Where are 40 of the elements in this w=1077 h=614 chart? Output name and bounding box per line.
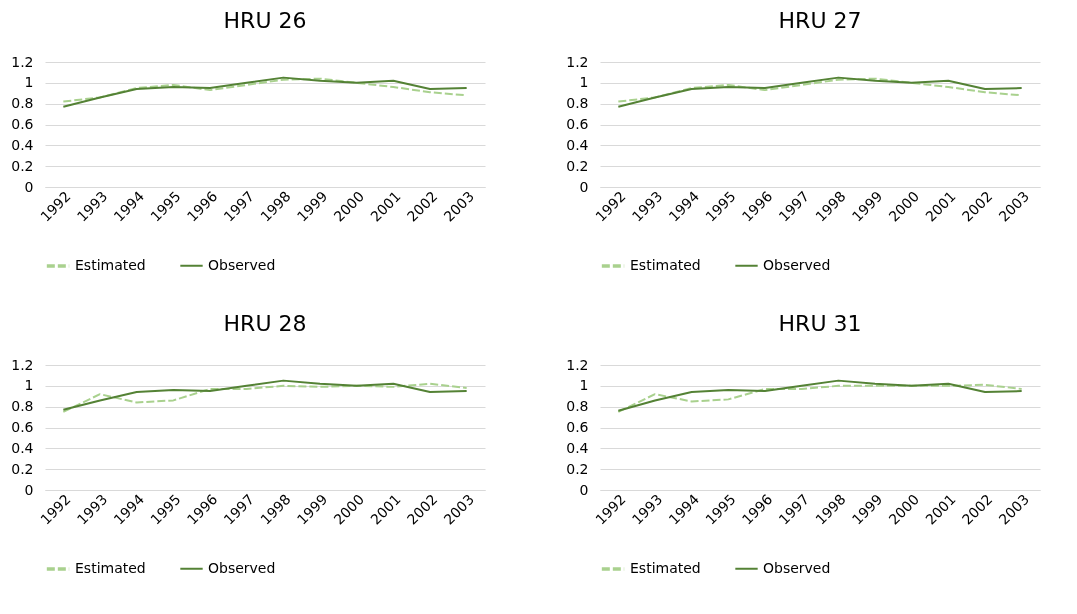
y-tick-label: 1.2 xyxy=(11,356,34,373)
y-tick-label: 0.2 xyxy=(11,157,34,174)
y-tick-label: 0 xyxy=(579,481,589,498)
y-tick-label: 0.6 xyxy=(11,116,34,132)
y-tick-label: 0.2 xyxy=(11,460,34,477)
y-tick-label: 1.2 xyxy=(11,53,34,70)
legend-label: Estimated xyxy=(630,560,701,576)
chart-title: HRU 27 xyxy=(778,8,862,33)
y-tick-label: 1.2 xyxy=(566,53,589,70)
y-tick-label: 0 xyxy=(24,481,34,498)
legend-label: Estimated xyxy=(630,257,701,273)
y-tick-label: 0.6 xyxy=(11,419,34,435)
y-tick-label: 0.2 xyxy=(566,460,589,477)
legend-label: Observed xyxy=(763,256,831,273)
y-tick-label: 0.2 xyxy=(566,157,589,174)
y-tick-label: 1 xyxy=(24,74,34,91)
chart-title: HRU 26 xyxy=(223,8,307,33)
legend-label: Estimated xyxy=(75,257,146,273)
y-tick-label: 0.8 xyxy=(11,95,34,112)
y-tick-label: 1.2 xyxy=(566,356,589,373)
y-tick-label: 0.4 xyxy=(11,439,34,456)
y-tick-label: 0.8 xyxy=(566,398,589,415)
chart-title: HRU 28 xyxy=(223,311,307,336)
y-tick-label: 0.4 xyxy=(566,136,589,153)
y-tick-label: 1 xyxy=(24,377,34,394)
y-tick-label: 0 xyxy=(579,178,589,195)
legend-label: Observed xyxy=(208,256,276,273)
y-tick-label: 0.6 xyxy=(566,419,589,435)
y-tick-label: 0.4 xyxy=(11,136,34,153)
y-tick-label: 0.8 xyxy=(566,95,589,112)
legend-label: Observed xyxy=(763,559,831,576)
legend-label: Estimated xyxy=(75,560,146,576)
legend-label: Observed xyxy=(208,559,276,576)
y-tick-label: 0 xyxy=(24,178,34,195)
y-tick-label: 0.8 xyxy=(11,398,34,415)
chart-title: HRU 31 xyxy=(778,311,862,336)
y-tick-label: 1 xyxy=(579,74,589,91)
y-tick-label: 1 xyxy=(579,377,589,394)
y-tick-label: 0.4 xyxy=(566,439,589,456)
y-tick-label: 0.6 xyxy=(566,116,589,132)
